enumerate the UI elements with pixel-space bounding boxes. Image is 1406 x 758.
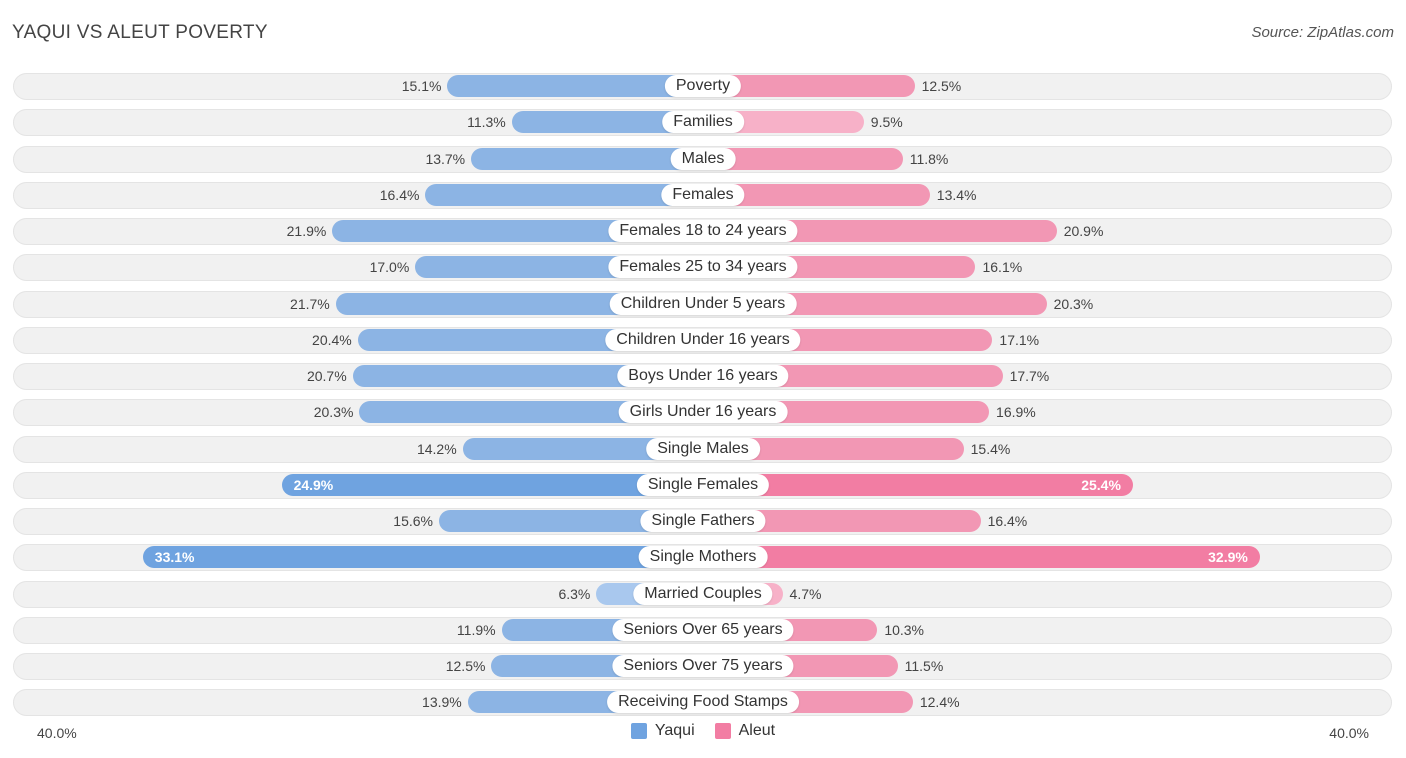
value-label-yaqui: 20.4%	[312, 332, 352, 348]
bar-yaqui	[352, 365, 703, 387]
category-label: Females	[661, 184, 745, 206]
category-label: Males	[670, 148, 736, 170]
value-label-yaqui: 33.1%	[154, 549, 195, 565]
value-label-aleut: 16.1%	[982, 259, 1023, 275]
value-label-yaqui: 11.3%	[467, 114, 506, 130]
bar-yaqui	[359, 401, 703, 423]
bar-yaqui	[438, 510, 703, 532]
bar-aleut	[703, 184, 930, 206]
value-label-aleut: 11.5%	[904, 658, 944, 674]
bar-yaqui	[471, 148, 703, 170]
value-label-aleut: 13.4%	[936, 187, 977, 203]
category-label: Children Under 16 years	[605, 329, 801, 351]
bar-aleut	[703, 474, 1133, 496]
bar-yaqui	[511, 111, 703, 133]
value-label-aleut: 20.3%	[1053, 296, 1094, 312]
value-label-aleut: 17.1%	[999, 332, 1040, 348]
category-label: Boys Under 16 years	[617, 365, 789, 387]
legend-label-yaqui: Yaqui	[654, 722, 695, 739]
value-label-aleut: 16.4%	[987, 513, 1028, 529]
bar-yaqui	[281, 474, 703, 496]
category-label: Children Under 5 years	[609, 293, 797, 315]
legend: Yaqui Aleut	[0, 722, 1406, 740]
value-label-aleut: 32.9%	[1208, 549, 1248, 565]
value-label-aleut: 11.8%	[909, 151, 949, 167]
value-label-aleut: 15.4%	[970, 441, 1011, 457]
category-label: Single Mothers	[638, 546, 768, 568]
legend-label-aleut: Aleut	[738, 722, 776, 739]
category-label: Married Couples	[633, 583, 773, 605]
bar-yaqui	[462, 438, 703, 460]
category-label: Females 18 to 24 years	[608, 220, 798, 242]
bar-yaqui	[425, 184, 703, 206]
axis-right-label: 40.0%	[1329, 725, 1369, 741]
bar-yaqui	[142, 546, 703, 568]
value-label-aleut: 16.9%	[996, 404, 1036, 420]
bar-aleut	[703, 510, 981, 532]
value-label-aleut: 25.4%	[1081, 477, 1121, 493]
category-label: Girls Under 16 years	[618, 401, 788, 423]
bar-yaqui	[447, 75, 703, 97]
value-label-yaqui: 13.7%	[425, 151, 466, 167]
value-label-yaqui: 21.7%	[290, 296, 330, 312]
category-label: Single Females	[636, 474, 770, 496]
source-credit: Source: ZipAtlas.com	[1251, 24, 1394, 41]
value-label-aleut: 10.3%	[884, 622, 925, 638]
value-label-yaqui: 11.9%	[456, 622, 496, 638]
legend-swatch-aleut	[714, 723, 731, 739]
category-label: Females 25 to 34 years	[608, 256, 798, 278]
value-label-yaqui: 6.3%	[558, 586, 591, 602]
value-label-yaqui: 21.9%	[286, 223, 327, 239]
value-label-aleut: 9.5%	[870, 114, 903, 130]
category-label: Families	[662, 111, 744, 133]
category-label: Receiving Food Stamps	[607, 691, 799, 713]
value-label-aleut: 4.7%	[789, 586, 822, 602]
category-label: Poverty	[664, 75, 742, 97]
chart-title: YAQUI VS ALEUT POVERTY	[12, 22, 268, 43]
value-label-aleut: 17.7%	[1009, 368, 1050, 384]
value-label-yaqui: 20.3%	[313, 404, 354, 420]
value-label-yaqui: 12.5%	[445, 658, 486, 674]
value-label-yaqui: 24.9%	[293, 477, 334, 493]
category-label: Seniors Over 75 years	[612, 655, 794, 677]
axis-left-label: 40.0%	[37, 725, 77, 741]
value-label-yaqui: 20.7%	[306, 368, 347, 384]
legend-item-yaqui: Yaqui	[630, 722, 695, 740]
value-label-yaqui: 16.4%	[379, 187, 420, 203]
category-label: Seniors Over 65 years	[612, 619, 794, 641]
value-label-yaqui: 15.6%	[393, 513, 433, 529]
bar-aleut	[703, 75, 915, 97]
value-label-yaqui: 14.2%	[416, 441, 457, 457]
value-label-aleut: 20.9%	[1063, 223, 1104, 239]
bar-aleut	[703, 546, 1260, 568]
category-label: Single Males	[646, 438, 760, 460]
value-label-yaqui: 15.1%	[401, 78, 442, 94]
category-label: Single Fathers	[640, 510, 766, 532]
value-label-yaqui: 17.0%	[369, 259, 410, 275]
bar-aleut	[703, 438, 964, 460]
legend-item-aleut: Aleut	[714, 722, 776, 740]
value-label-aleut: 12.4%	[919, 694, 960, 710]
value-label-aleut: 12.5%	[921, 78, 962, 94]
bar-aleut	[703, 148, 903, 170]
legend-swatch-yaqui	[630, 723, 647, 739]
value-label-yaqui: 13.9%	[422, 694, 462, 710]
